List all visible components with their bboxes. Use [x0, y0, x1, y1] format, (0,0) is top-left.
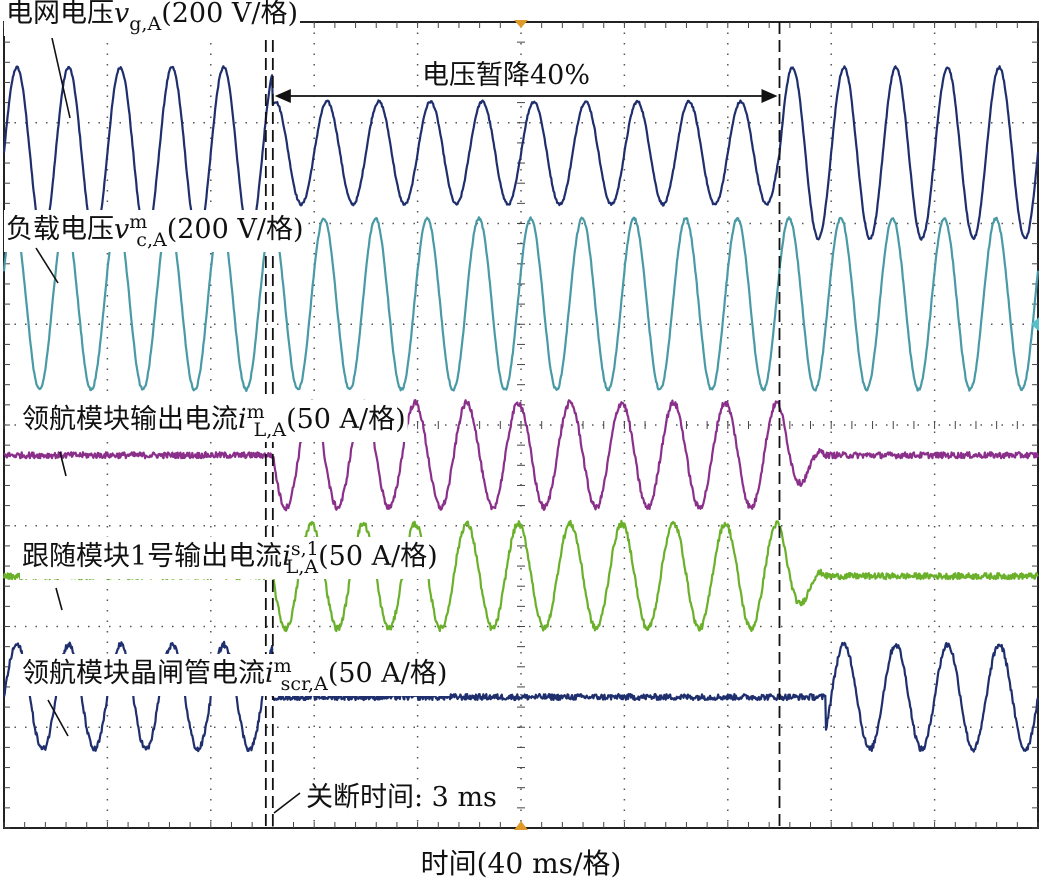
- trigger-marker-top: [514, 20, 528, 28]
- trace-scr: [2, 640, 1040, 753]
- series-leader-line: [47, 699, 69, 737]
- trace-leader: [3, 399, 1040, 512]
- series-leader-line: [59, 451, 67, 477]
- sag-arrow-left: [274, 89, 291, 103]
- scope-labels: 电网电压vg,A(200 V/格) 负载电压vm c,A(200 V/格) 领航模块输…: [4, 0, 594, 814]
- series-label-bg: [20, 400, 408, 442]
- series-leader-line: [35, 247, 59, 284]
- series-label-bg: [4, 0, 300, 36]
- sag-annotation-bg: [419, 60, 594, 91]
- series-label-leader: 领航模块输出电流im L,A(50 A/格): [22, 401, 406, 441]
- sag-arrow-right: [761, 89, 778, 103]
- sag-annotation: 电压暂降40%: [422, 60, 590, 91]
- trace-grid: [2, 65, 1040, 241]
- series-label-follower: 跟随模块1号输出电流is,1 L,A(50 A/格): [22, 538, 438, 578]
- series-leader-line: [51, 37, 71, 119]
- oscilloscope-chart: 电网电压vg,A(200 V/格) 负载电压vm c,A(200 V/格) 领航模块输…: [2, 0, 1040, 830]
- turnoff-annotation: 关断时间: 3 ms: [306, 782, 497, 813]
- series-label-bg: [20, 537, 440, 579]
- trigger-marker-bottom: [514, 821, 528, 830]
- trace-load: [2, 216, 1040, 393]
- series-label-bg: [20, 654, 450, 696]
- series-label-grid: 电网电压vg,A(200 V/格): [6, 0, 298, 35]
- series-leader-line: [55, 587, 63, 611]
- x-axis-label: 时间(40 ms/格): [420, 847, 622, 880]
- turnoff-annotation-bg: [303, 782, 500, 813]
- level-marker-right: [1031, 317, 1039, 332]
- series-label-bg: [4, 210, 306, 252]
- series-label-load: 负载电压vm c,A(200 V/格): [6, 211, 303, 251]
- turnoff-leader-line: [273, 792, 301, 814]
- series-label-scr: 领航模块晶闸管电流im scr,A(50 A/格): [22, 655, 447, 695]
